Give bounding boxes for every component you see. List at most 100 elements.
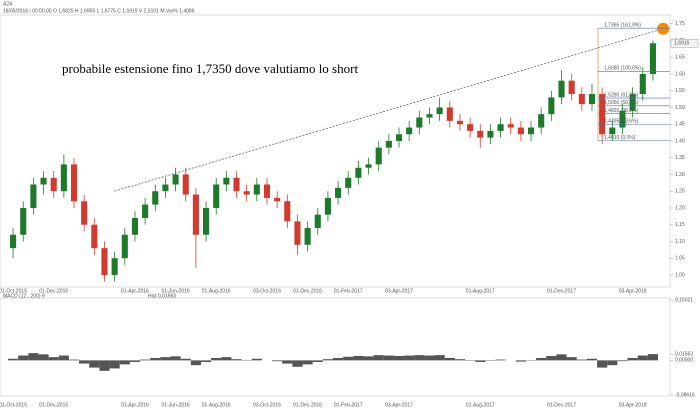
macd-bar [272, 360, 283, 362]
macd-bar [129, 360, 141, 362]
candle-body [20, 207, 27, 235]
macd-bar [383, 355, 394, 361]
candle-body [274, 197, 281, 202]
candle-body [528, 127, 535, 135]
fib-label: 1,7365 (161,8%) [604, 23, 641, 29]
y-tick-label: 1.15 [675, 222, 685, 228]
y-tick-label: 1.20 [675, 205, 685, 211]
x-tick-label: 01-Aug-2016 [202, 402, 231, 408]
info: 18/05/2018 | 00:00:00 O 1,6825 H 1,6955 … [3, 8, 195, 14]
macd-bar [190, 360, 201, 366]
x-tick-label: 03-Apr-2018 [619, 402, 647, 408]
x-tick-label: 01-Jun-2016 [162, 288, 190, 294]
target-marker [657, 22, 670, 35]
fib-label: 1,5050 (50,0%) [604, 100, 639, 106]
macd-y-tick-label: -0,08616 [675, 392, 695, 398]
candle-body [304, 228, 311, 245]
fib-label: 1,4820 (38,2%) [604, 108, 639, 114]
macd-bar [170, 356, 181, 361]
fib-label: 1,6080 (100,0%) [604, 66, 641, 72]
candle-body [487, 130, 494, 138]
macd-bar [536, 357, 547, 361]
candle-body [233, 177, 240, 192]
x-tick-label: 03-Oct-2016 [253, 402, 281, 408]
candle-body [324, 197, 331, 215]
macd-bar [200, 360, 212, 362]
macd-bar [18, 355, 29, 361]
candle-body [10, 234, 17, 249]
y-tick-label: 1.45 [675, 122, 685, 128]
x-tick-label: 01-Oct-2015 [0, 402, 27, 408]
candle-body [182, 174, 189, 195]
macd-bar [404, 355, 415, 361]
y-tick-label: 1.75 [675, 21, 685, 27]
macd-bar [343, 356, 354, 361]
macd-bar [393, 355, 405, 361]
symbol: A2A [3, 1, 13, 7]
macd-bar [333, 357, 344, 361]
macd-bar [8, 358, 19, 361]
candle-body [599, 94, 606, 135]
price-tag-label: 1,6915 [674, 41, 690, 47]
macd-bar [627, 357, 638, 361]
y-tick-label: 1.35 [675, 155, 685, 161]
macd-bar [79, 360, 90, 364]
candle-body [558, 80, 565, 98]
candle-body [517, 127, 524, 135]
macd-label: MACD (12 , 200) 9 [3, 293, 45, 299]
candle-body [365, 164, 372, 168]
macd-bar [38, 354, 49, 361]
candle-body [121, 234, 128, 259]
candle-body [416, 117, 423, 128]
candle-body [385, 140, 392, 148]
candle-body [213, 184, 220, 208]
candle-body [477, 130, 484, 138]
candle-body [355, 167, 362, 178]
candle-body [70, 164, 78, 202]
candle-body [152, 191, 159, 205]
candle-body [253, 184, 260, 195]
candle-body [629, 94, 636, 111]
x-tick-label: 03-Apr-2018 [619, 288, 647, 294]
macd-bar [586, 358, 598, 361]
candle-body [649, 43, 656, 74]
macd-bar [160, 357, 171, 361]
macd-bar [353, 355, 364, 361]
candle-body [101, 248, 108, 275]
x-tick-label: 03-Apr-2017 [385, 402, 413, 408]
candle-body [395, 134, 403, 141]
macd-bar [150, 357, 161, 361]
candle-body [578, 94, 585, 105]
candle-body [294, 221, 301, 245]
price-frame [0, 14, 671, 288]
candle-body [263, 184, 271, 198]
macd-bar [495, 359, 506, 361]
candle-body [497, 124, 504, 131]
candle-body [345, 177, 352, 188]
y-tick-label: 1.00 [675, 272, 685, 278]
x-tick-label: 01-Dec-2017 [547, 402, 576, 408]
y-tick-label: 1.30 [675, 172, 685, 178]
x-tick-label: 01-Oct-2015 [0, 288, 27, 294]
macd-bar [647, 354, 658, 361]
macd-bar [89, 360, 100, 368]
macd-bar [373, 355, 384, 361]
macd-y-tick-label: 0,01563 [675, 351, 693, 357]
y-tick-label: 1.65 [675, 55, 685, 61]
macd-bar [282, 360, 293, 364]
candle-body [314, 214, 321, 229]
macd-bar [140, 359, 151, 361]
candle-body [162, 184, 169, 192]
x-tick-label: 01-Feb-2017 [334, 288, 363, 294]
y-tick-label: 1.60 [675, 71, 685, 77]
candle-body [203, 207, 210, 235]
macd-bar [221, 357, 232, 361]
macd-bar [68, 359, 80, 361]
x-tick-label: 01-Jun-2016 [162, 402, 190, 408]
macd-frame [0, 297, 671, 397]
candle-body [111, 258, 118, 275]
macd-bar [363, 356, 374, 361]
y-tick-label: 1.40 [675, 138, 685, 144]
macd-bar [58, 355, 69, 361]
candle-body [456, 120, 463, 125]
